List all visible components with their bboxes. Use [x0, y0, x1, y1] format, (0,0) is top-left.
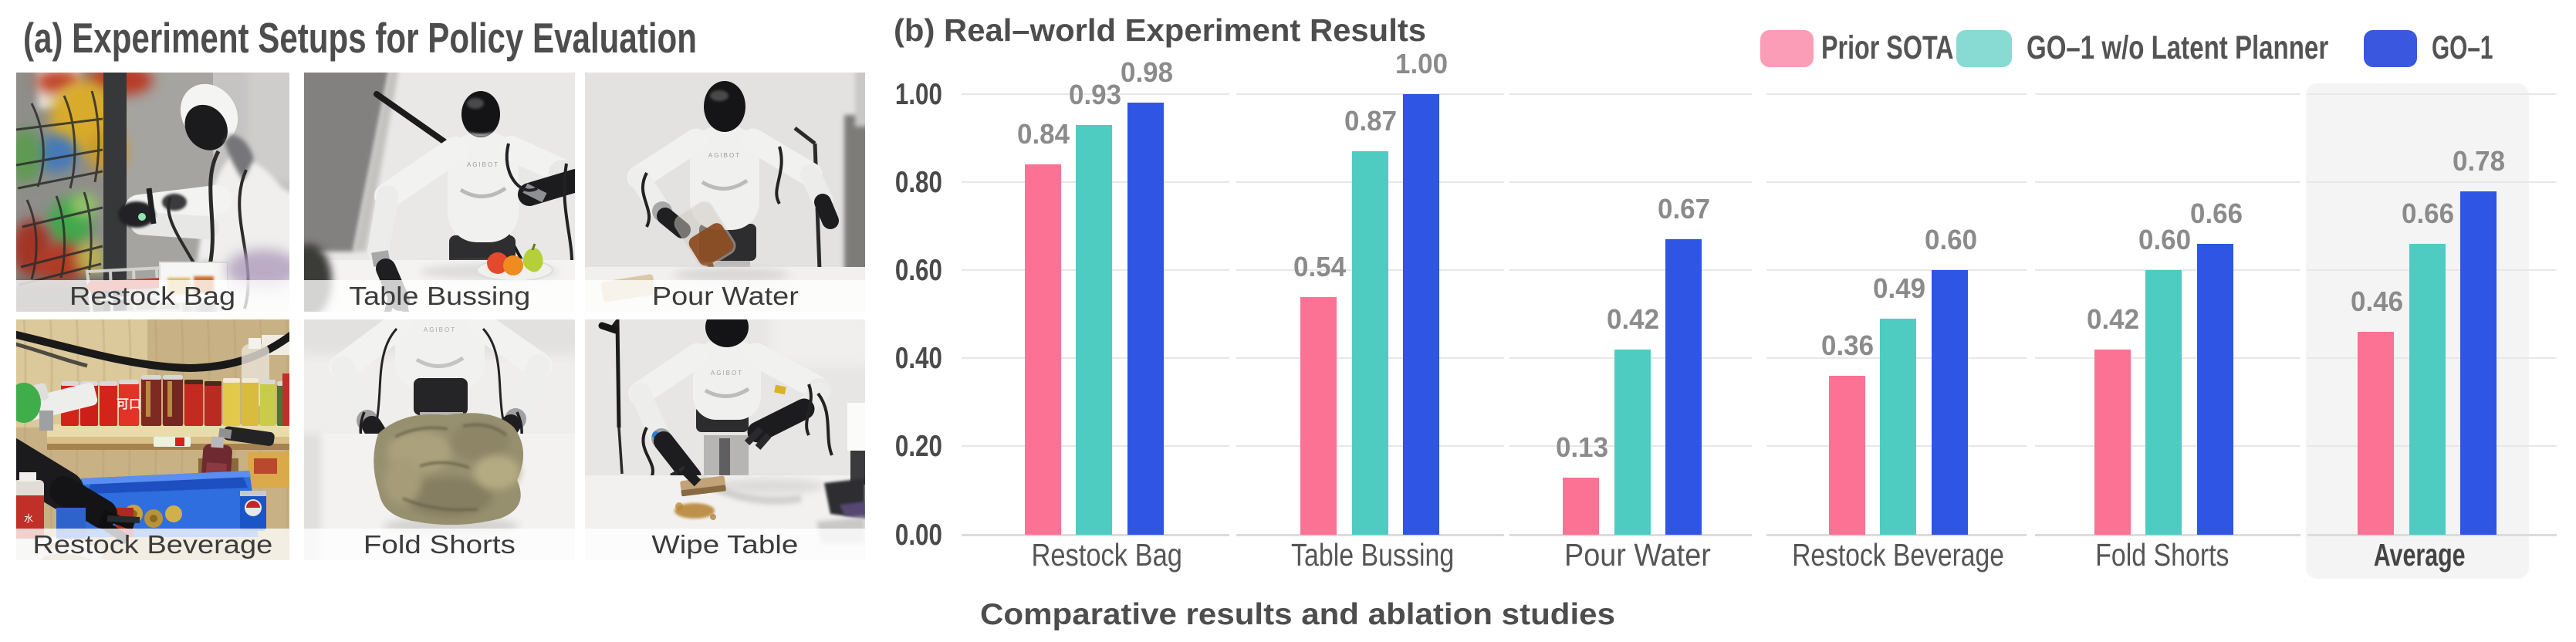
svg-text:可口: 可口 — [117, 398, 141, 411]
svg-text:水: 水 — [24, 513, 33, 524]
svg-text:AGIBOT: AGIBOT — [424, 326, 456, 333]
svg-text:AGIBOT: AGIBOT — [711, 370, 743, 377]
svg-text:AGIBOT: AGIBOT — [708, 152, 741, 159]
svg-text:AGIBOT: AGIBOT — [467, 161, 499, 168]
